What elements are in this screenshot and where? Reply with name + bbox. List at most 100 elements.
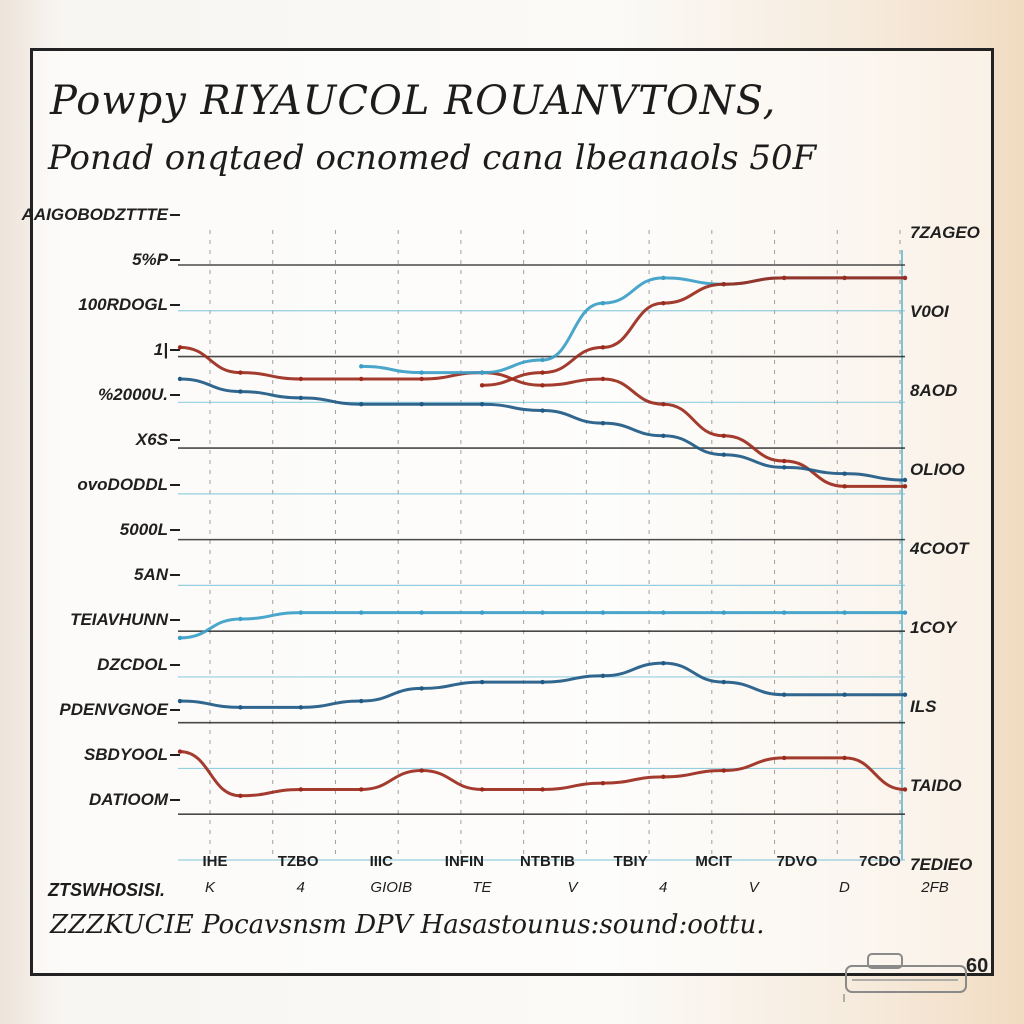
- series-point-6: [298, 787, 304, 792]
- x-sub-label: V: [567, 879, 579, 896]
- x-sub-label: V: [749, 879, 761, 896]
- series-point-4: [359, 610, 364, 615]
- right-axis-label: 7ZAGEO: [910, 223, 980, 242]
- footer-left-label: ZTSWHOSISI.: [48, 880, 165, 900]
- x-tick-label: IIIC: [370, 853, 394, 870]
- series-point-5: [721, 679, 726, 685]
- series-point-3: [479, 383, 485, 388]
- y-axis-label: TEIAVHUNN: [70, 610, 169, 629]
- series-point-1: [298, 395, 304, 401]
- x-tick-label: TBIY: [614, 853, 648, 870]
- series-point-3: [600, 345, 606, 350]
- series-point-6: [600, 780, 606, 786]
- x-tick-label: IHE: [202, 853, 227, 870]
- series-line-1: [178, 377, 907, 482]
- series-point-4: [419, 610, 424, 615]
- y-axis-label: %2000U.: [98, 385, 168, 404]
- x-sub-label: 2FB: [920, 879, 949, 896]
- series-point-1: [721, 452, 726, 457]
- series-point-5: [298, 705, 304, 710]
- series-point-5: [479, 679, 485, 685]
- right-axis-label: ILS: [910, 697, 937, 716]
- series-point-0: [721, 433, 726, 438]
- series-point-4: [600, 610, 606, 615]
- series-point-5: [540, 679, 545, 685]
- series-point-1: [902, 477, 908, 483]
- y-axis-label: PDENVGNOE: [59, 700, 168, 719]
- x-sub-label: 4: [659, 879, 667, 896]
- series-point-5: [177, 698, 183, 704]
- series-point-2: [479, 370, 485, 375]
- series-point-5: [359, 698, 364, 704]
- right-axis-label: 1COY: [910, 618, 958, 637]
- series-point-3: [540, 370, 545, 375]
- series-point-0: [902, 484, 908, 489]
- series-point-2: [600, 300, 606, 306]
- series-point-5: [661, 660, 666, 666]
- series-point-3: [661, 300, 666, 306]
- stamp-drawing: 60: [843, 953, 988, 1002]
- x-tick-label: MCIT: [695, 853, 732, 870]
- y-axis-label: SBDYOOL: [84, 745, 168, 764]
- series-point-0: [177, 345, 183, 350]
- y-axis-label: 5000L: [120, 520, 168, 539]
- x-tick-label: NTBTIB: [520, 853, 575, 870]
- series-point-1: [419, 402, 424, 407]
- series-point-1: [359, 402, 364, 407]
- series-point-2: [359, 364, 364, 369]
- series-point-2: [661, 275, 666, 281]
- x-sub-label: GIOIB: [370, 879, 412, 896]
- x-sub-label: K: [205, 879, 216, 896]
- y-axis-label: X6S: [135, 430, 169, 449]
- y-axis-label: AAIGOBODZTTTE: [21, 205, 169, 224]
- series-line-0: [178, 345, 907, 488]
- y-axis-label: 100RDOGL: [78, 295, 168, 314]
- series-point-6: [721, 768, 726, 773]
- series-point-0: [359, 376, 364, 382]
- series-point-0: [842, 484, 847, 489]
- series-point-6: [177, 749, 183, 754]
- series-point-3: [842, 275, 847, 281]
- series-point-0: [540, 383, 545, 388]
- right-axis-label: 7EDIEO: [910, 855, 972, 874]
- series-point-6: [479, 787, 485, 792]
- series-point-0: [298, 376, 304, 382]
- series-point-4: [177, 635, 183, 641]
- series-point-3: [721, 282, 726, 287]
- series-line-3: [480, 276, 907, 387]
- series-point-6: [902, 787, 908, 792]
- series-point-4: [661, 610, 666, 615]
- series-point-5: [600, 673, 606, 678]
- series-point-1: [661, 433, 666, 438]
- series-point-6: [540, 787, 545, 792]
- series-point-3: [781, 275, 787, 281]
- series-point-6: [238, 793, 243, 798]
- series-point-5: [238, 705, 243, 710]
- x-tick-label: TZBO: [278, 853, 319, 870]
- series-line-5: [178, 661, 907, 709]
- series-point-0: [600, 376, 606, 382]
- chart-frame: [30, 48, 994, 976]
- series-point-6: [781, 755, 787, 761]
- series-point-4: [479, 610, 485, 615]
- right-axis-label: V0OI: [910, 302, 950, 321]
- y-axis-label: 5%P: [132, 250, 169, 269]
- series-point-6: [359, 787, 364, 792]
- series-point-4: [298, 610, 304, 615]
- series-point-1: [600, 420, 606, 426]
- series-point-0: [419, 376, 424, 382]
- series-point-3: [902, 275, 908, 281]
- y-axis-label: 5AN: [134, 565, 169, 584]
- series-point-1: [238, 389, 243, 394]
- x-tick-label: INFIN: [445, 853, 484, 870]
- series-point-4: [540, 610, 545, 615]
- x-sub-label: D: [839, 879, 850, 896]
- series-point-4: [842, 610, 847, 615]
- y-axis-label: DZCDOL: [97, 655, 168, 674]
- series-point-5: [902, 692, 908, 697]
- series-point-0: [661, 402, 666, 407]
- series-point-6: [419, 768, 424, 773]
- stamp-number: 60: [966, 955, 988, 977]
- series-point-1: [177, 376, 183, 382]
